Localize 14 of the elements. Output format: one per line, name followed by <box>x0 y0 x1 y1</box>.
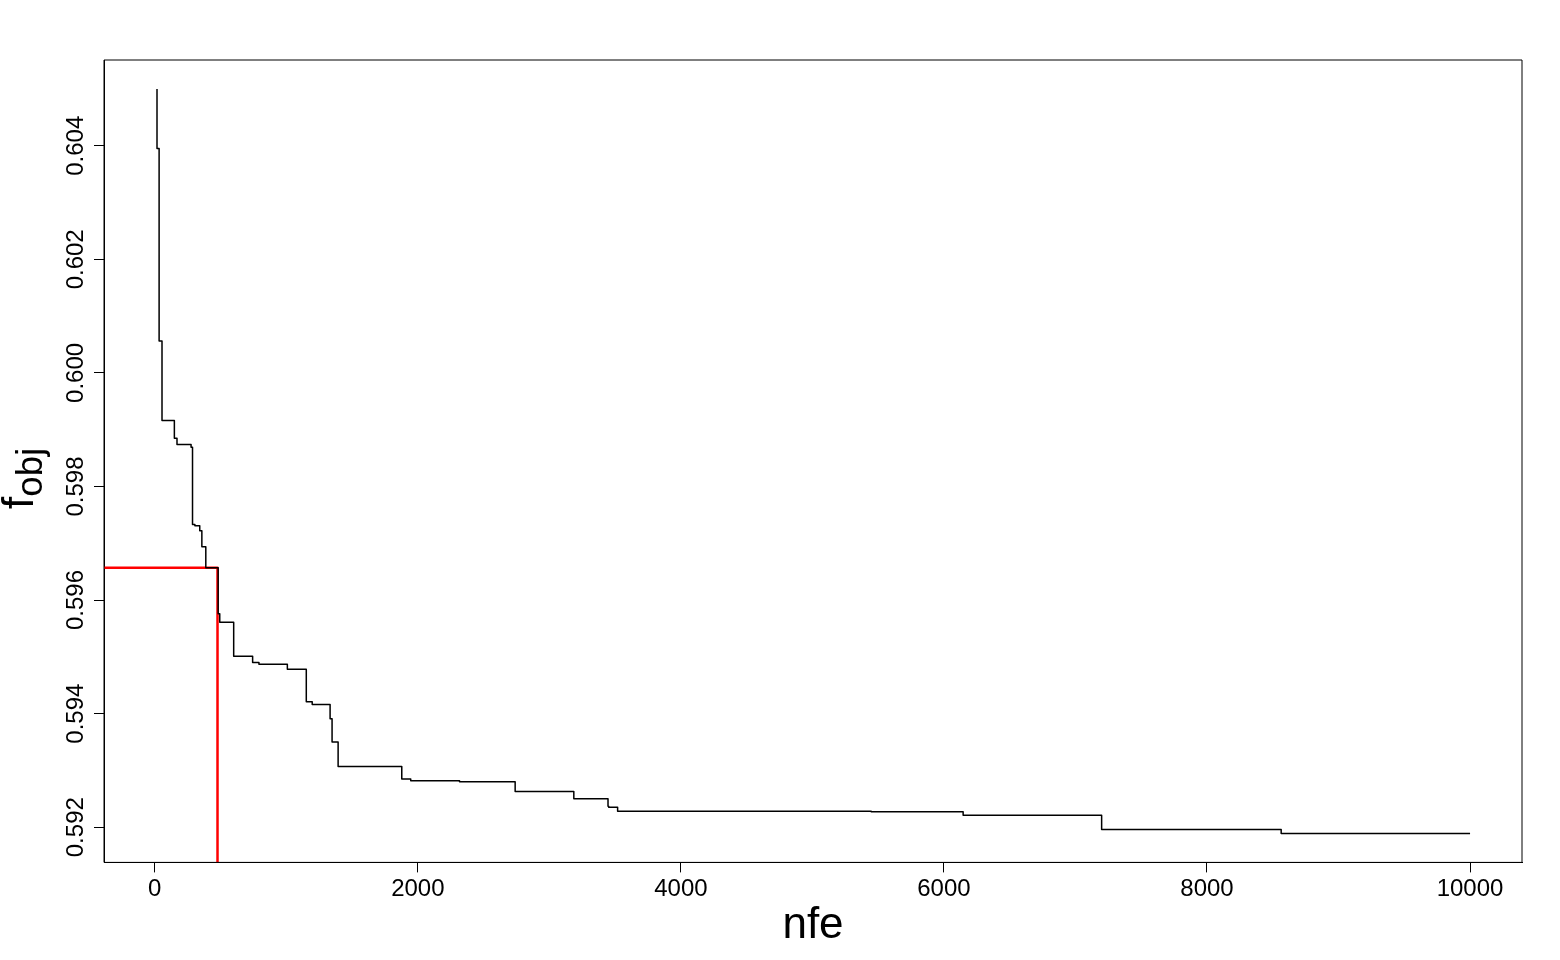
x-tick-label: 4000 <box>654 874 708 902</box>
y-tick-label: 0.598 <box>60 456 88 517</box>
x-tick-label: 0 <box>148 874 162 902</box>
y-tick-label: 0.594 <box>60 683 88 744</box>
y-tick-label: 0.592 <box>60 797 88 858</box>
y-tick-label: 0.602 <box>60 229 88 290</box>
x-tick-label: 10000 <box>1436 874 1504 902</box>
x-tick-label: 2000 <box>391 874 445 902</box>
x-axis-title: nfe <box>782 897 844 947</box>
y-tick-label: 0.596 <box>60 570 88 631</box>
x-tick-label: 8000 <box>1180 874 1234 902</box>
y-tick-label: 0.600 <box>60 342 88 403</box>
y-tick-label: 0.604 <box>60 115 88 176</box>
x-tick-label: 6000 <box>917 874 971 902</box>
